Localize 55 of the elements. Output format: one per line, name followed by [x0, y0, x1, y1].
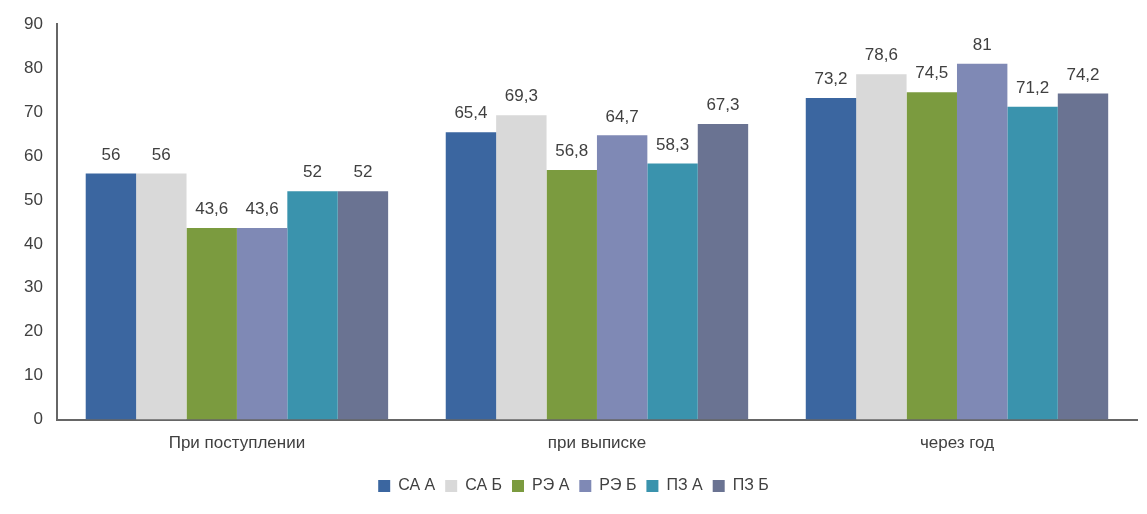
- data-label: 52: [353, 162, 373, 182]
- data-label: 78,6: [864, 45, 898, 65]
- y-tick-label: 80: [23, 57, 43, 77]
- bar: [906, 92, 957, 420]
- x-tick-label: При поступлении: [168, 433, 306, 453]
- bar: [186, 228, 237, 420]
- y-tick-label: 90: [23, 13, 43, 33]
- data-label: 67,3: [706, 95, 740, 115]
- data-label: 58,3: [656, 134, 690, 154]
- bar: [1007, 106, 1058, 420]
- legend-label: РЭ А: [532, 476, 570, 494]
- data-label: 56: [101, 144, 121, 164]
- data-label: 74,5: [915, 63, 949, 83]
- bar: [596, 135, 648, 420]
- data-label: 81: [972, 34, 992, 54]
- legend-label: РЭ Б: [599, 476, 637, 494]
- x-tick-label: через год: [919, 433, 995, 453]
- y-tick-label: 30: [23, 277, 43, 297]
- y-tick-label: 50: [23, 189, 43, 209]
- y-tick-label: 40: [23, 233, 43, 253]
- data-label: 74,2: [1066, 64, 1100, 84]
- bar: [856, 74, 907, 420]
- data-label: 56,8: [555, 141, 589, 161]
- bar: [287, 191, 338, 420]
- bar: [546, 170, 597, 420]
- bar: [337, 191, 389, 420]
- bar: [236, 228, 288, 420]
- bar: [956, 63, 1008, 420]
- legend-label: ПЗ Б: [732, 476, 769, 494]
- data-label: 69,3: [504, 86, 538, 106]
- x-tick-label: при выписке: [547, 433, 647, 453]
- data-label: 65,4: [454, 103, 488, 123]
- data-label: 43,6: [245, 199, 279, 219]
- bar: [85, 173, 137, 420]
- data-label: 56: [151, 144, 171, 164]
- bar: [445, 132, 497, 420]
- bar: [647, 163, 698, 420]
- y-tick-label: 60: [23, 145, 43, 165]
- y-tick-label: 20: [23, 321, 43, 341]
- data-label: 52: [303, 162, 322, 182]
- data-label: 64,7: [605, 106, 639, 126]
- bar: [697, 123, 749, 420]
- legend-label: СА А: [398, 476, 436, 494]
- data-label: 73,2: [814, 69, 848, 89]
- bar: [1057, 93, 1109, 420]
- bar: [496, 115, 547, 420]
- data-label: 71,2: [1016, 77, 1050, 97]
- bar: [136, 173, 187, 420]
- data-label: 43,6: [195, 199, 229, 219]
- y-tick-label: 70: [23, 101, 43, 121]
- bar: [805, 98, 857, 420]
- y-tick-label: 10: [23, 365, 43, 385]
- legend-label: СА Б: [465, 476, 503, 494]
- legend-label: ПЗ А: [666, 476, 704, 494]
- y-tick-label: 0: [33, 409, 43, 429]
